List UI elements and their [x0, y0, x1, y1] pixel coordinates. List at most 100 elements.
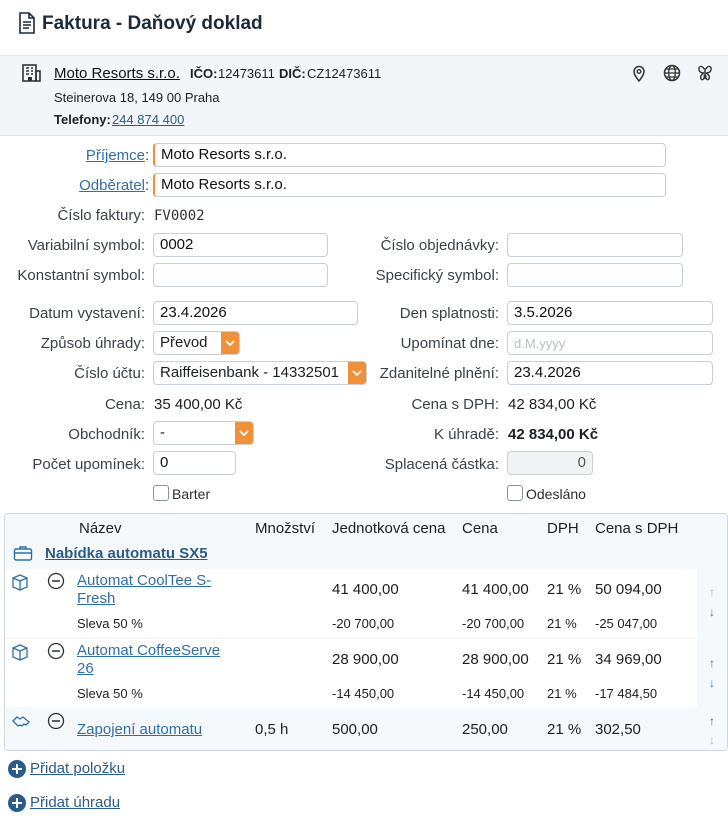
dic-value: CZ12473611: [307, 66, 382, 81]
item-price-with-vat: 302,50: [595, 721, 641, 738]
account-value: Raiffeisenbank - 14332501: [160, 364, 340, 381]
salesperson-label: Obchodník:: [68, 426, 145, 443]
phone-link[interactable]: 244 874 400: [112, 112, 185, 127]
chevron-down-icon: [348, 362, 366, 384]
phone-label: Telefony:: [54, 112, 111, 127]
plus-circle-icon: [8, 794, 26, 812]
table-row-discount: Sleva 50 % -20 700,00 -20 700,00 21 % -2…: [5, 611, 697, 637]
item-unit-price: 28 900,00: [332, 651, 399, 668]
payment-method-select[interactable]: Převod: [153, 331, 240, 355]
reminder-count-input[interactable]: 0: [153, 451, 236, 475]
add-item-label: Přidat položku: [30, 760, 126, 777]
order-number-input[interactable]: [507, 233, 683, 257]
arrow-up-icon[interactable]: ↑: [709, 714, 715, 728]
column-header-vat: DPH: [547, 520, 579, 537]
item-name-link[interactable]: Automat CoolTee S-Fresh: [77, 572, 212, 607]
variable-symbol-input[interactable]: 0002: [153, 233, 328, 257]
reminder-date-label: Upomínat dne:: [400, 335, 499, 352]
item-name-link[interactable]: Zapojení automatu: [77, 721, 203, 738]
discount-name: Sleva 50 %: [77, 686, 143, 701]
column-header-name: Název: [79, 520, 122, 537]
item-price: 28 900,00: [462, 651, 529, 668]
item-price-with-vat: 34 969,00: [595, 651, 662, 668]
arrow-down-icon: ↓: [709, 733, 715, 747]
item-vat: 21 %: [547, 721, 582, 738]
arrow-up-icon[interactable]: ↑: [709, 656, 715, 670]
box-icon: [12, 574, 28, 591]
specific-symbol-input[interactable]: [507, 263, 683, 287]
table-row: Automat CoffeeServe 26 28 900,00 28 900,…: [5, 639, 697, 681]
order-number-label: Číslo objednávky:: [380, 237, 499, 254]
items-table: Název Množství Jednotková cena Cena DPH …: [4, 513, 728, 751]
minus-circle-icon[interactable]: [47, 712, 65, 730]
payment-method-value: Převod: [160, 334, 208, 351]
title-bar: Faktura - Daňový doklad: [0, 0, 728, 56]
briefcase-icon: [13, 546, 33, 561]
account-select[interactable]: Raiffeisenbank - 14332501: [153, 361, 367, 385]
item-vat: 21 %: [547, 581, 582, 598]
due-date-input[interactable]: 3.5.2026: [507, 301, 713, 325]
sent-label: Odesláno: [526, 486, 586, 502]
salesperson-select[interactable]: -: [153, 421, 254, 445]
due-date-label: Den splatnosti:: [399, 305, 499, 322]
barter-checkbox[interactable]: [153, 485, 169, 501]
column-header-quantity: Množství: [255, 520, 316, 537]
company-name-link[interactable]: Moto Resorts s.r.o.: [54, 65, 180, 82]
item-price: 41 400,00: [462, 581, 529, 598]
recipient-label-link[interactable]: Příjemce: [85, 147, 145, 164]
company-header: Moto Resorts s.r.o. IČO: 12473611 DIČ: C…: [0, 56, 728, 136]
taxable-date-input[interactable]: 23.4.2026: [507, 361, 713, 385]
discount-price: -14 450,00: [462, 686, 525, 701]
to-pay-label: K úhradě:: [433, 426, 499, 443]
item-vat: 21 %: [547, 651, 582, 668]
globe-icon[interactable]: [663, 64, 681, 82]
salesperson-value: -: [160, 424, 165, 441]
account-label: Číslo účtu:: [74, 365, 145, 382]
customer-label-link[interactable]: Odběratel: [79, 177, 145, 194]
item-name-link[interactable]: Automat CoffeeServe 26: [77, 642, 221, 677]
minus-circle-icon[interactable]: [47, 572, 65, 590]
constant-symbol-input[interactable]: [153, 263, 328, 287]
document-icon: [19, 12, 35, 34]
reminder-count-label: Počet upomínek:: [32, 456, 145, 473]
butterfly-icon[interactable]: [696, 64, 714, 82]
group-title-link[interactable]: Nabídka automatu SX5: [45, 545, 208, 562]
table-row: Automat CoolTee S-Fresh 41 400,00 41 400…: [5, 569, 697, 611]
recipient-colon: :: [145, 147, 150, 164]
discount-vat: 21 %: [547, 616, 577, 631]
constant-symbol-label: Konstantní symbol:: [17, 267, 145, 284]
issue-date-label: Datum vystavení:: [29, 305, 145, 322]
box-icon: [12, 644, 28, 661]
discount-unit-price: -20 700,00: [332, 616, 395, 631]
building-icon: [22, 64, 41, 82]
customer-field[interactable]: Moto Resorts s.r.o.: [153, 173, 666, 197]
ico-value: 12473611: [218, 66, 275, 81]
table-row-discount: Sleva 50 % -14 450,00 -14 450,00 21 % -1…: [5, 681, 697, 707]
discount-vat: 21 %: [547, 686, 577, 701]
chevron-down-icon: [221, 332, 239, 354]
paid-amount-input: 0: [507, 451, 593, 475]
arrow-down-icon[interactable]: ↓: [709, 605, 715, 619]
variable-symbol-label: Variabilní symbol:: [27, 237, 145, 254]
discount-unit-price: -14 450,00: [332, 686, 395, 701]
dic-label: DIČ:: [279, 66, 306, 81]
sent-checkbox[interactable]: [507, 485, 523, 501]
arrow-up-icon: ↑: [709, 585, 715, 599]
invoice-number-label: Číslo faktury:: [57, 207, 145, 224]
plus-circle-icon: [8, 760, 26, 778]
paid-amount-label: Splacená částka:: [384, 456, 499, 473]
reminder-date-input[interactable]: d.M.yyyy: [507, 331, 713, 355]
handshake-icon: [12, 716, 30, 727]
price-vat-label: Cena s DPH:: [411, 396, 499, 413]
column-header-price-with-vat: Cena s DPH: [595, 520, 679, 537]
invoice-number-value: FV0002: [154, 208, 205, 224]
discount-price: -20 700,00: [462, 616, 525, 631]
minus-circle-icon[interactable]: [47, 642, 65, 660]
map-pin-icon[interactable]: [630, 64, 648, 82]
issue-date-input[interactable]: 23.4.2026: [153, 301, 358, 325]
recipient-field[interactable]: Moto Resorts s.r.o.: [153, 143, 666, 167]
item-unit-price: 41 400,00: [332, 581, 399, 598]
company-address: Steinerova 18, 149 00 Praha: [54, 90, 220, 105]
to-pay-value: 42 834,00 Kč: [508, 426, 599, 443]
arrow-down-icon[interactable]: ↓: [709, 676, 715, 690]
